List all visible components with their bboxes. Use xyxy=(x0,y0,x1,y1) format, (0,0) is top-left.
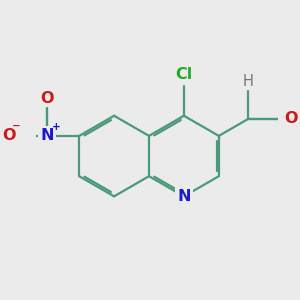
Text: N: N xyxy=(177,189,190,204)
Text: O: O xyxy=(284,111,298,126)
Text: Cl: Cl xyxy=(175,67,193,82)
Text: +: + xyxy=(51,122,60,132)
Text: N: N xyxy=(40,128,54,143)
Text: −: − xyxy=(12,121,21,131)
Text: O: O xyxy=(40,91,54,106)
Text: H: H xyxy=(243,74,254,88)
Text: O: O xyxy=(2,128,16,143)
